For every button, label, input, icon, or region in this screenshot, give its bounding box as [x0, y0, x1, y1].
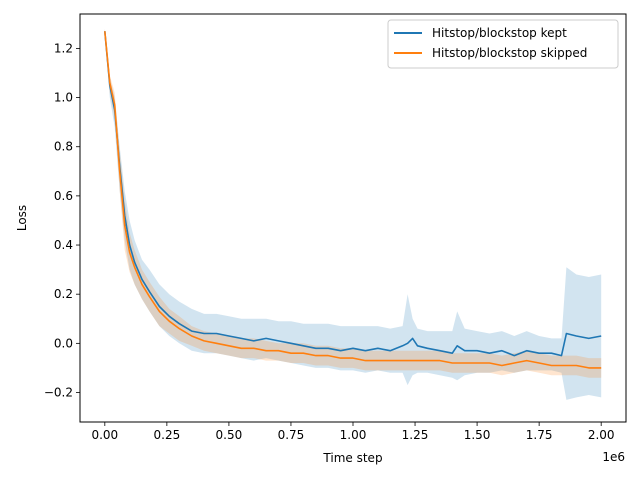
line-series-2 [104, 31, 602, 369]
legend-box [387, 19, 619, 69]
legend-label-2: Hitstop/blockstop skipped [432, 46, 587, 60]
x-tick-label: 1.00 [340, 428, 367, 442]
band-series-1 [104, 28, 602, 400]
x-tick-label: 0.25 [154, 428, 181, 442]
x-tick-label: 1.50 [464, 428, 491, 442]
y-tick-label: 1.0 [54, 91, 73, 105]
y-axis-label: Loss [15, 205, 29, 231]
x-tick-label: 0.75 [278, 428, 305, 442]
series-lines [104, 31, 602, 369]
x-axis-ticks: 0.00 0.25 0.50 0.75 1.00 1.25 1.50 1.75 2.00 [91, 422, 615, 442]
x-tick-label: 1.25 [402, 428, 429, 442]
x-tick-label: 1.75 [526, 428, 553, 442]
y-tick-label: −0.2 [44, 386, 73, 400]
x-axis-label: Time step [322, 451, 382, 465]
y-tick-label: 0.4 [54, 238, 73, 252]
legend: Hitstop/blockstop kept Hitstop/blockstop … [387, 19, 619, 69]
legend-label-1: Hitstop/blockstop kept [432, 26, 567, 40]
y-tick-label: 0.6 [54, 189, 73, 203]
x-tick-label: 2.00 [588, 428, 615, 442]
plot-background [80, 14, 626, 422]
confidence-bands [104, 28, 602, 400]
x-tick-label: 0.50 [216, 428, 243, 442]
x-axis-offset-label: 1e6 [602, 450, 625, 464]
y-tick-label: 0.0 [54, 336, 73, 350]
y-tick-label: 0.8 [54, 140, 73, 154]
y-tick-label: 1.2 [54, 41, 73, 55]
y-axis-ticks: −0.2 0.0 0.2 0.4 0.6 0.8 1.0 1.2 [44, 41, 80, 400]
line-series-1 [104, 31, 602, 357]
x-tick-label: 0.00 [91, 428, 118, 442]
y-tick-label: 0.2 [54, 287, 73, 301]
